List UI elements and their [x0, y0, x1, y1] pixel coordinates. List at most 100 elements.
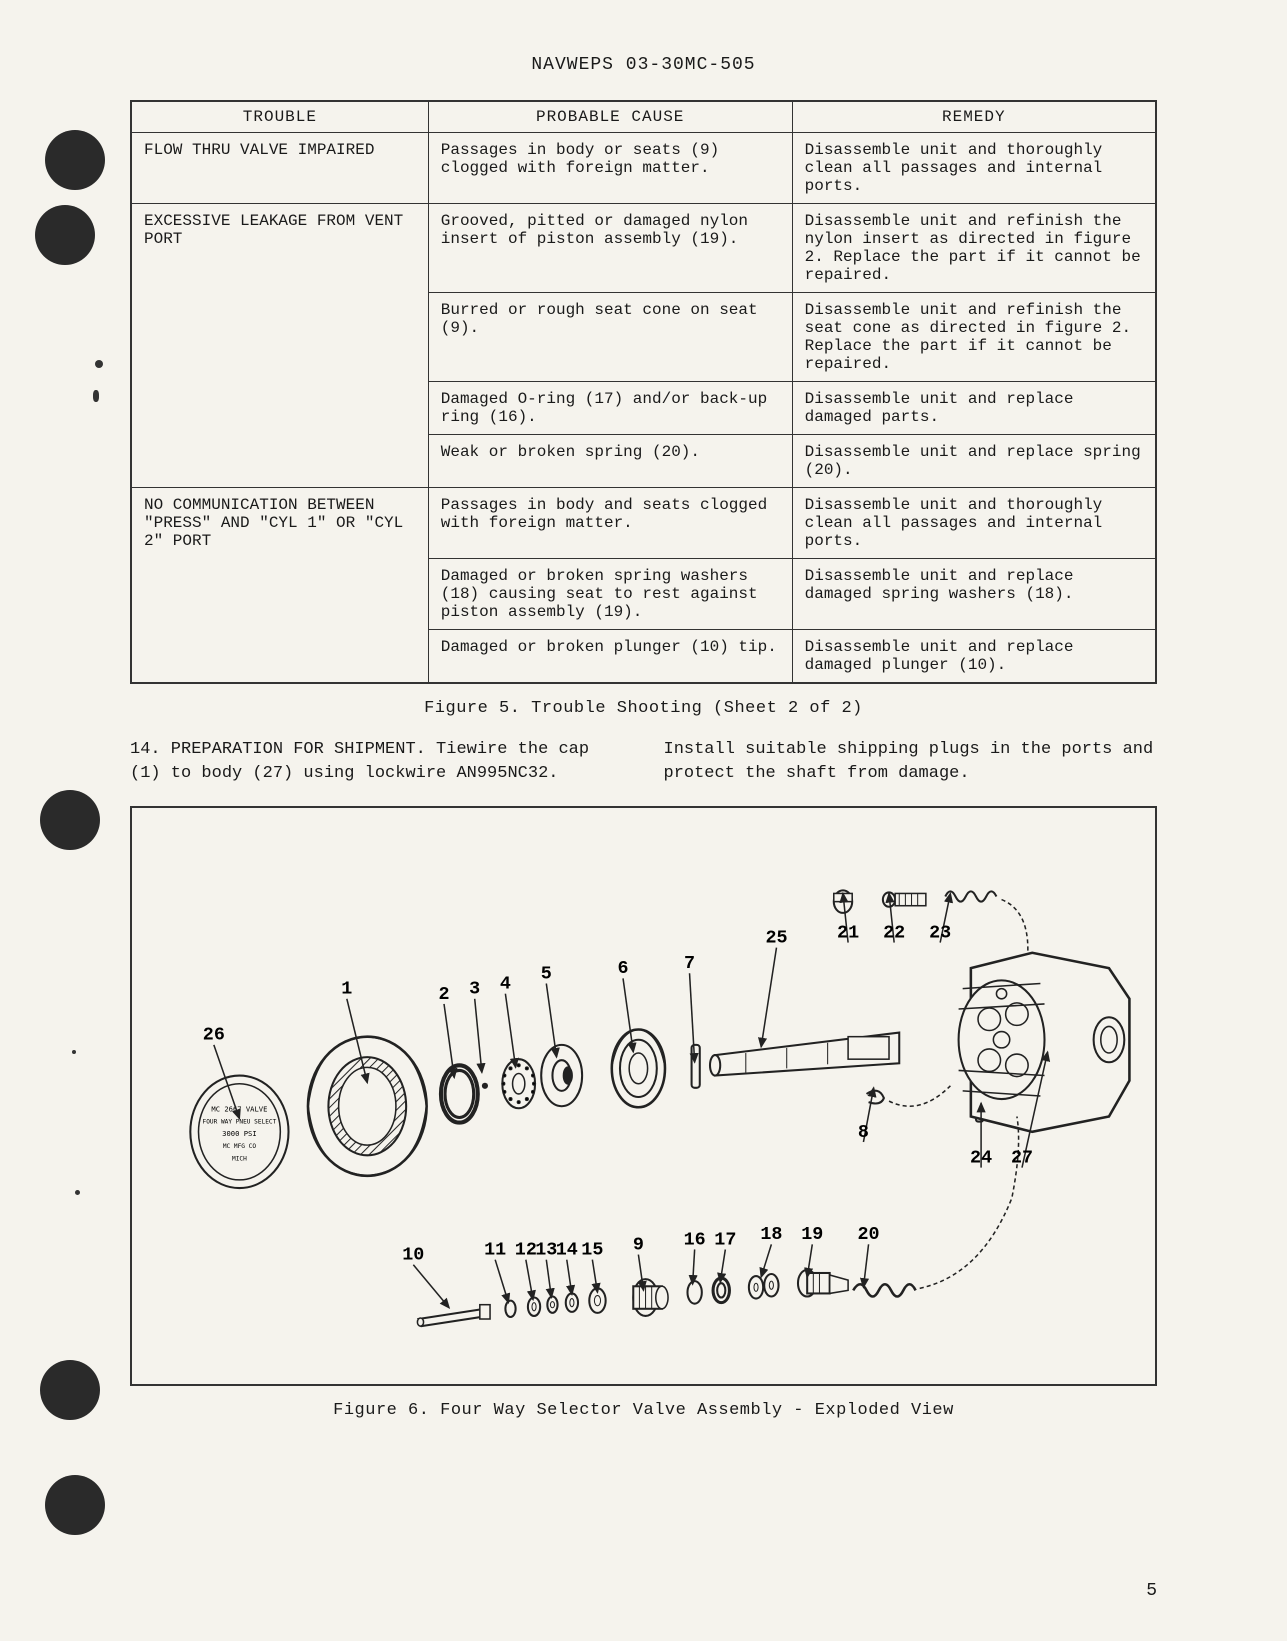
part-spring-20: [853, 1284, 915, 1296]
part-nameplate: MC 2667 VALVE FOUR WAY PNEU SELECT 3000 …: [190, 1075, 288, 1188]
callout-27: 27: [1011, 1147, 1033, 1168]
callout-17: 17: [714, 1229, 736, 1250]
callout-25: 25: [765, 927, 787, 948]
cell-remedy: Disassemble unit and refinish the nylon …: [792, 204, 1156, 293]
cell-remedy: Disassemble unit and replace damaged plu…: [792, 630, 1156, 684]
callout-18: 18: [760, 1224, 782, 1245]
callout-11: 11: [484, 1239, 506, 1260]
callout-4: 4: [500, 973, 511, 994]
col-header-cause: PROBABLE CAUSE: [428, 101, 792, 133]
punch-hole: [45, 1475, 105, 1535]
cell-trouble: NO COMMUNICATION BETWEEN "PRESS" AND "CY…: [131, 488, 428, 684]
callout-7: 7: [684, 953, 695, 974]
troubleshoot-table: TROUBLE PROBABLE CAUSE REMEDY FLOW THRU …: [130, 100, 1157, 684]
callout-9: 9: [633, 1234, 644, 1255]
callout-8: 8: [858, 1122, 869, 1143]
callout-22: 22: [883, 922, 905, 943]
part-ring-16: [687, 1281, 701, 1304]
part-shaft-25: [710, 1032, 899, 1075]
table-row: FLOW THRU VALVE IMPAIRED Passages in bod…: [131, 133, 1156, 204]
callout-24: 24: [970, 1147, 992, 1168]
part-washer-12: [528, 1297, 540, 1315]
callout-10: 10: [402, 1244, 424, 1265]
part-oring-2: [441, 1065, 478, 1122]
cell-trouble: FLOW THRU VALVE IMPAIRED: [131, 133, 428, 204]
callout-5: 5: [541, 963, 552, 984]
callout-16: 16: [684, 1229, 706, 1250]
callout-6: 6: [618, 958, 629, 979]
cell-cause: Weak or broken spring (20).: [428, 435, 792, 488]
part-washer-13: [547, 1296, 557, 1312]
punch-hole: [40, 1360, 100, 1420]
cell-cause: Damaged O-ring (17) and/or back-up ring …: [428, 382, 792, 435]
cell-cause: Passages in body and seats clogged with …: [428, 488, 792, 559]
cell-remedy: Disassemble unit and thoroughly clean al…: [792, 133, 1156, 204]
part-spring-23: [945, 891, 996, 901]
part-washer-gear: [502, 1059, 536, 1108]
scan-artifact: [95, 360, 103, 368]
punch-hole: [40, 790, 100, 850]
callout-14: 14: [556, 1239, 578, 1260]
cell-remedy: Disassemble unit and thoroughly clean al…: [792, 488, 1156, 559]
part-retainer-5: [541, 1044, 582, 1105]
col-header-remedy: REMEDY: [792, 101, 1156, 133]
punch-hole: [35, 205, 95, 265]
cell-cause: Grooved, pitted or damaged nylon insert …: [428, 204, 792, 293]
page-container: NAVWEPS 03-30MC-505 TROUBLE PROBABLE CAU…: [0, 0, 1287, 1641]
callout-3: 3: [469, 978, 480, 999]
scan-artifact: [75, 1190, 80, 1195]
table-body: FLOW THRU VALVE IMPAIRED Passages in bod…: [131, 133, 1156, 684]
page-number: 5: [1146, 1581, 1157, 1601]
cell-remedy: Disassemble unit and replace damaged spr…: [792, 559, 1156, 630]
svg-text:MC MFG CO: MC MFG CO: [223, 1143, 257, 1150]
callout-2: 2: [438, 983, 449, 1004]
callout-15: 15: [581, 1239, 603, 1260]
callout-21: 21: [837, 922, 859, 943]
figure5-caption: Figure 5. Trouble Shooting (Sheet 2 of 2…: [130, 699, 1157, 718]
document-header: NAVWEPS 03-30MC-505: [130, 55, 1157, 75]
table-row: EXCESSIVE LEAKAGE FROM VENT PORT Grooved…: [131, 204, 1156, 293]
cell-cause: Damaged or broken spring washers (18) ca…: [428, 559, 792, 630]
scan-artifact: [93, 390, 99, 402]
callout-13: 13: [535, 1239, 557, 1260]
col-header-trouble: TROUBLE: [131, 101, 428, 133]
svg-text:3000 PSI: 3000 PSI: [222, 1128, 256, 1137]
part-piston-19: [798, 1270, 848, 1297]
cell-cause: Passages in body or seats (9) clogged wi…: [428, 133, 792, 204]
svg-text:FOUR WAY PNEU SELECT: FOUR WAY PNEU SELECT: [203, 1118, 277, 1125]
cell-remedy: Disassemble unit and refinish the seat c…: [792, 293, 1156, 382]
callout-12: 12: [515, 1239, 537, 1260]
cell-trouble: EXCESSIVE LEAKAGE FROM VENT PORT: [131, 204, 428, 488]
cell-remedy: Disassemble unit and replace damaged par…: [792, 382, 1156, 435]
svg-text:MICH: MICH: [232, 1155, 247, 1162]
table-header-row: TROUBLE PROBABLE CAUSE REMEDY: [131, 101, 1156, 133]
part-washer-11: [505, 1300, 515, 1316]
part-washer-14: [566, 1293, 578, 1311]
exploded-view-svg: MC 2667 VALVE FOUR WAY PNEU SELECT 3000 …: [132, 808, 1155, 1384]
callout-20: 20: [858, 1224, 880, 1245]
table-row: NO COMMUNICATION BETWEEN "PRESS" AND "CY…: [131, 488, 1156, 559]
punch-hole: [45, 130, 105, 190]
figure6-diagram: MC 2667 VALVE FOUR WAY PNEU SELECT 3000 …: [130, 806, 1157, 1386]
shipment-paragraph: 14. PREPARATION FOR SHIPMENT. Tiewire th…: [130, 738, 1157, 786]
cell-cause: Damaged or broken plunger (10) tip.: [428, 630, 792, 684]
part-seat-9: [633, 1279, 668, 1316]
figure6-caption: Figure 6. Four Way Selector Valve Assemb…: [130, 1401, 1157, 1420]
callout-23: 23: [929, 922, 951, 943]
svg-text:MC 2667 VALVE: MC 2667 VALVE: [211, 1104, 267, 1113]
callout-26: 26: [203, 1024, 225, 1045]
part-plunger-10: [417, 1304, 490, 1325]
cell-remedy: Disassemble unit and replace spring (20)…: [792, 435, 1156, 488]
part-oring-17: [713, 1278, 729, 1303]
part-clip-8: [867, 1090, 884, 1103]
part-cap: [308, 1036, 427, 1175]
scan-artifact: [72, 1050, 76, 1054]
part-pin-7: [692, 1044, 700, 1087]
part-springwasher-18: [749, 1274, 779, 1299]
part-body-27: [959, 952, 1130, 1131]
part-seal-6: [612, 1029, 665, 1107]
callout-1: 1: [341, 978, 352, 999]
callout-19: 19: [801, 1224, 823, 1245]
cell-cause: Burred or rough seat cone on seat (9).: [428, 293, 792, 382]
part-bead-3: [482, 1082, 488, 1088]
